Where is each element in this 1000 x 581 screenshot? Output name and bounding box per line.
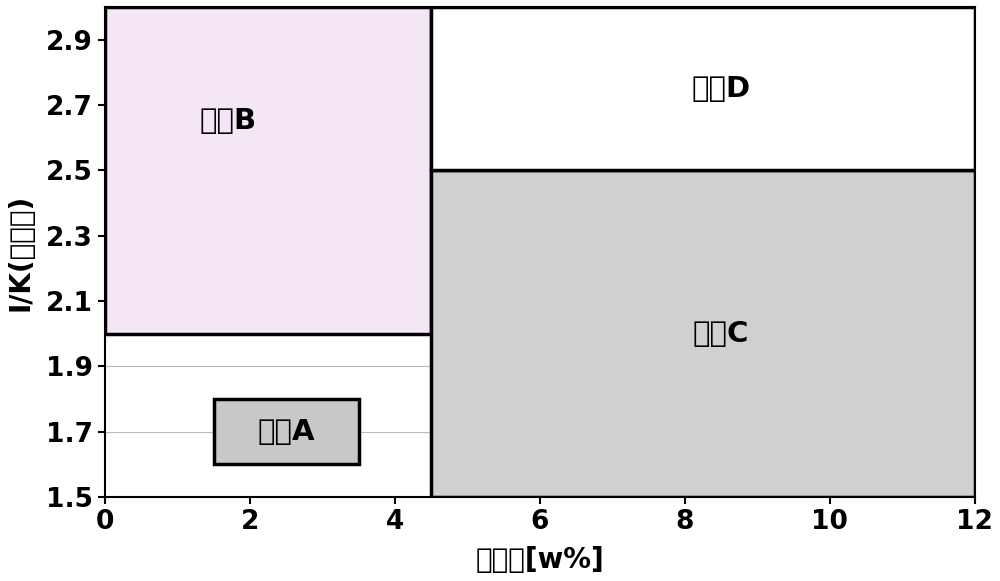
Bar xyxy=(105,7,431,333)
Text: 区域A: 区域A xyxy=(257,418,315,446)
Y-axis label: I/K(摩尔比): I/K(摩尔比) xyxy=(7,193,35,311)
Text: 区域B: 区域B xyxy=(200,107,257,135)
X-axis label: 碘浓度[w%]: 碘浓度[w%] xyxy=(475,546,604,574)
Bar xyxy=(431,7,975,170)
Text: 区域C: 区域C xyxy=(693,320,749,348)
Bar xyxy=(214,399,359,464)
Text: 区域D: 区域D xyxy=(691,74,751,103)
Bar xyxy=(431,170,975,497)
